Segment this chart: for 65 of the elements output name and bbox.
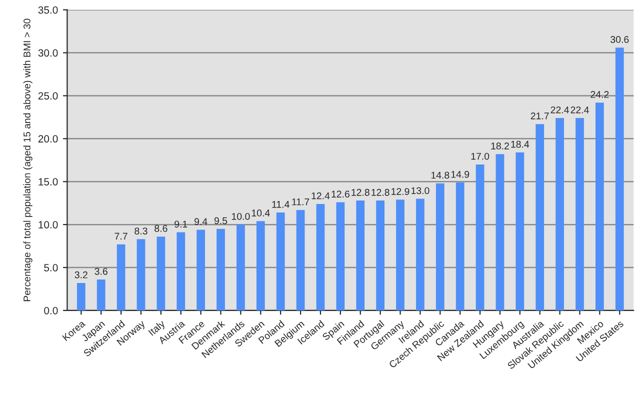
y-tick-label: 30.0 bbox=[38, 49, 58, 57]
y-tick-label: 20.0 bbox=[38, 135, 58, 143]
data-label: 14.9 bbox=[451, 170, 470, 178]
data-label: 12.4 bbox=[312, 192, 330, 200]
bar bbox=[596, 102, 604, 310]
data-label: 3.6 bbox=[94, 268, 108, 275]
data-label: 10.4 bbox=[252, 210, 270, 216]
bar bbox=[396, 200, 404, 310]
data-label: 12.8 bbox=[352, 188, 370, 196]
y-tick-label: 15.0 bbox=[38, 178, 58, 186]
data-label: 30.6 bbox=[610, 36, 629, 43]
data-label: 11.4 bbox=[272, 201, 290, 208]
data-label: 12.8 bbox=[372, 188, 390, 196]
data-label: 9.4 bbox=[194, 218, 208, 226]
bar bbox=[76, 282, 86, 310]
data-label: 9.1 bbox=[174, 220, 188, 228]
data-label: 13.0 bbox=[411, 187, 430, 194]
bar bbox=[276, 212, 285, 310]
bar bbox=[615, 48, 624, 310]
bar bbox=[296, 210, 305, 310]
bar bbox=[316, 204, 325, 310]
bar bbox=[556, 118, 564, 310]
y-tick-label: 5.0 bbox=[44, 264, 58, 272]
y-axis-title: Percentage of total population (aged 15 and above) with BMI > 30 bbox=[23, 18, 32, 302]
bar bbox=[496, 154, 504, 310]
bar bbox=[116, 244, 126, 310]
bar bbox=[336, 202, 345, 310]
data-label: 14.8 bbox=[431, 172, 450, 179]
bar bbox=[196, 230, 206, 310]
bar bbox=[576, 118, 584, 310]
bar bbox=[376, 200, 385, 310]
data-label: 17.0 bbox=[471, 152, 490, 160]
bar bbox=[516, 152, 524, 310]
bar bbox=[456, 182, 464, 310]
data-label: 22.4 bbox=[550, 106, 569, 114]
bar bbox=[256, 221, 265, 310]
data-label: 12.6 bbox=[332, 190, 350, 198]
bar bbox=[156, 236, 166, 310]
data-label: 10.0 bbox=[232, 212, 250, 220]
bar bbox=[356, 200, 365, 310]
bar bbox=[136, 239, 146, 310]
bar bbox=[96, 280, 106, 310]
y-tick-label: 25.0 bbox=[38, 92, 58, 100]
bar bbox=[236, 224, 245, 310]
data-label: 8.3 bbox=[134, 228, 148, 234]
data-label: 9.5 bbox=[214, 217, 228, 224]
bar bbox=[536, 124, 544, 310]
data-label: 7.7 bbox=[114, 232, 128, 240]
y-tick-label: 0.0 bbox=[44, 306, 58, 314]
bar bbox=[416, 198, 424, 310]
data-label: 18.4 bbox=[511, 140, 530, 148]
y-tick-label: 10.0 bbox=[38, 221, 58, 228]
data-label: 21.7 bbox=[530, 112, 549, 120]
data-label: 3.2 bbox=[74, 271, 88, 278]
data-label: 11.7 bbox=[292, 198, 310, 206]
data-label: 18.2 bbox=[491, 142, 509, 150]
data-label: 24.2 bbox=[590, 91, 609, 98]
data-label: 12.9 bbox=[392, 188, 410, 195]
bar bbox=[436, 183, 444, 310]
bar bbox=[476, 164, 484, 310]
data-label: 8.6 bbox=[154, 225, 168, 232]
bar bbox=[216, 228, 225, 310]
data-label: 22.4 bbox=[570, 106, 589, 114]
y-tick-label: 35.0 bbox=[38, 6, 58, 14]
bar bbox=[176, 232, 186, 310]
